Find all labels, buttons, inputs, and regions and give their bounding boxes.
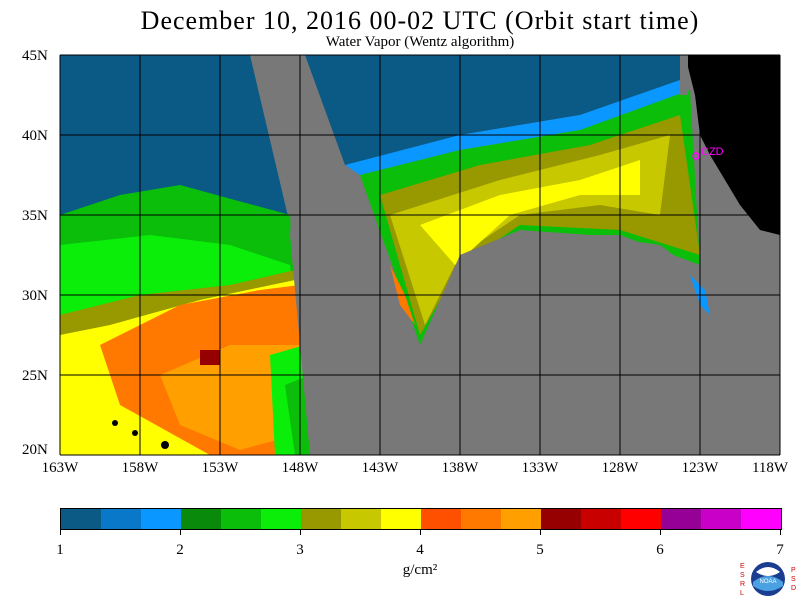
lon-label-163w: 163W [41,460,79,476]
lon-label-128w: 128W [601,460,639,476]
colorbar-cell-16 [701,509,741,529]
lon-label-158w: 158W [121,460,159,476]
swath-right-blue [345,80,690,175]
colorbar-cell-6 [301,509,341,529]
colorbar-tick [60,529,61,535]
colorbar-tick [780,529,781,535]
colorbar-tick [180,529,181,535]
svg-text:NOAA: NOAA [759,579,776,585]
svg-text:S: S [791,576,796,583]
colorbar-cell-12 [541,509,581,529]
land-margin [680,55,688,95]
map-subtitle: Water Vapor (Wentz algorithm) [325,34,515,50]
spot-island-3 [161,441,169,449]
svg-text:R: R [740,581,745,588]
colorbar-cell-2 [141,509,181,529]
colorbar-cell-3 [181,509,221,529]
colorbar-tick [540,529,541,535]
colorbar-tick [420,529,421,535]
colorbar-cell-14 [621,509,661,529]
colorbar-cell-15 [661,509,701,529]
colorbar-tick [300,529,301,535]
colorbar-cell-7 [341,509,381,529]
colorbar-label-7: 7 [776,542,784,558]
colorbar-cell-8 [381,509,421,529]
lon-label-153w: 153W [201,460,239,476]
map-title: December 10, 2016 00-02 UTC (Orbit start… [140,6,700,35]
colorbar-cell-0 [61,509,101,529]
swath-left-dry [60,55,290,225]
lon-label-133w: 133W [521,460,559,476]
land-mass [685,55,780,235]
colorbar-cell-5 [261,509,301,529]
lat-label-20n: 20N [22,442,48,458]
swath-right-dry [305,55,690,165]
swath-right-gap [385,230,700,455]
colorbar-label-3: 3 [296,542,304,558]
station-marker [692,152,700,160]
colorbar-cell-4 [221,509,261,529]
colorbar-label-2: 2 [176,542,184,558]
spot-island-2 [132,430,138,436]
lon-label-123w: 123W [681,460,719,476]
svg-text:E: E [740,563,745,570]
lon-label-138w: 138W [441,460,479,476]
colorbar-cell-10 [461,509,501,529]
svg-text:D: D [791,585,796,592]
colorbar-cell-9 [421,509,461,529]
lon-label-148w: 148W [281,460,319,476]
lat-label-25n: 25N [22,368,48,384]
colorbar-units: g/cm² [402,562,438,578]
colorbar-label-6: 6 [656,542,664,558]
colorbar-label-5: 5 [536,542,544,558]
svg-text:P: P [791,567,796,574]
swath-left-red-spot [200,350,220,365]
spot-island-1 [112,420,118,426]
lat-label-40n: 40N [22,128,48,144]
lat-label-30n: 30N [22,288,48,304]
colorbar-cell-1 [101,509,141,529]
colorbar-cell-17 [741,509,781,529]
colorbar-label-1: 1 [56,542,64,558]
svg-text:L: L [740,590,744,597]
swath-gap-left [250,55,325,455]
colorbar [60,508,782,530]
noaa-esrl-psd-logo: E S R L NOAA P S D [740,562,796,597]
swath-right-bright [420,160,640,265]
station-label: CZD [701,146,724,158]
colorbar-tick [660,529,661,535]
swath-left-orange-light [160,345,300,450]
colorbar-cell-11 [501,509,541,529]
colorbar-label-4: 4 [416,542,424,558]
lat-label-35n: 35N [22,208,48,224]
colorbar-cell-13 [581,509,621,529]
lon-label-118w: 118W [751,460,789,476]
svg-text:S: S [740,572,745,579]
lon-label-143w: 143W [361,460,399,476]
lat-label-45n: 45N [22,48,48,64]
map-grid [59,54,781,456]
